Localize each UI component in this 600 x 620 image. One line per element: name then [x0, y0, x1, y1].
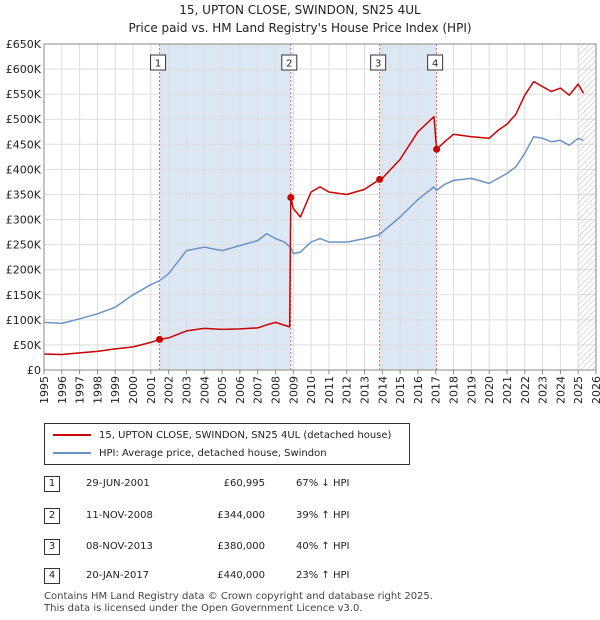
- x-tick-label: 2010: [305, 376, 318, 404]
- x-tick-label: 2023: [537, 376, 550, 404]
- x-tick-label: 1998: [91, 376, 104, 404]
- sale-badge-label: 3: [375, 59, 381, 70]
- legend: 15, UPTON CLOSE, SWINDON, SN25 4UL (deta…: [44, 423, 410, 465]
- y-tick-label: £600K: [6, 63, 42, 76]
- y-tick-label: £300K: [6, 214, 42, 227]
- x-tick-label: 2009: [287, 376, 300, 404]
- x-tick-label: 2005: [216, 376, 229, 404]
- x-tick-label: 2025: [572, 376, 585, 404]
- y-tick-label: £450K: [6, 138, 42, 151]
- transaction-date: 29-JUN-2001: [86, 478, 150, 489]
- sale-point: [376, 175, 384, 183]
- transaction-date: 11-NOV-2008: [86, 510, 153, 521]
- x-tick-label: 2016: [412, 376, 425, 404]
- legend-item-hpi: HPI: Average price, detached house, Swin…: [53, 445, 327, 461]
- legend-swatch-hpi: [53, 452, 91, 454]
- x-tick-label: 1999: [109, 376, 122, 404]
- transaction-number-badge: 4: [44, 568, 60, 584]
- legend-label-property: 15, UPTON CLOSE, SWINDON, SN25 4UL (deta…: [99, 429, 392, 441]
- x-tick-label: 2012: [341, 376, 354, 404]
- chart-subtitle: Price paid vs. HM Land Registry's House …: [128, 21, 472, 35]
- y-tick-label: £650K: [6, 38, 42, 51]
- y-tick-label: £100K: [6, 314, 42, 327]
- transaction-price: £440,000: [217, 570, 265, 581]
- sale-point: [156, 335, 164, 343]
- x-tick-label: 2020: [483, 376, 496, 404]
- transaction-hpi-diff: 39% ↑ HPI: [296, 510, 350, 521]
- footer-license: This data is licensed under the Open Gov…: [44, 603, 363, 614]
- y-tick-label: £0: [27, 364, 41, 377]
- x-tick-label: 2021: [501, 376, 514, 404]
- x-tick-label: 2024: [554, 376, 567, 404]
- y-tick-label: £200K: [6, 264, 42, 277]
- x-tick-label: 2017: [430, 376, 443, 404]
- y-tick-label: £350K: [6, 188, 42, 201]
- transaction-price: £380,000: [217, 541, 265, 552]
- footer-copyright: Contains HM Land Registry data © Crown c…: [44, 591, 433, 602]
- x-tick-label: 2007: [252, 376, 265, 404]
- series-line: [44, 136, 584, 325]
- sale-badge-label: 1: [155, 59, 161, 70]
- x-tick-label: 2026: [590, 376, 600, 404]
- y-tick-label: £500K: [6, 113, 42, 126]
- x-tick-label: 2008: [269, 376, 282, 404]
- transaction-date: 20-JAN-2017: [86, 570, 150, 581]
- sale-badge-label: 2: [286, 59, 292, 70]
- x-tick-label: 2001: [145, 376, 158, 404]
- y-tick-label: £550K: [6, 88, 42, 101]
- x-tick-label: 2002: [163, 376, 176, 404]
- sale-badge: [150, 54, 167, 71]
- sale-badge-label: 4: [432, 59, 438, 70]
- transaction-number-badge: 3: [44, 539, 60, 555]
- shaded-period: [159, 44, 291, 370]
- transaction-hpi-diff: 40% ↑ HPI: [296, 541, 350, 552]
- transaction-number-badge: 1: [44, 476, 60, 492]
- transaction-date: 08-NOV-2013: [86, 541, 153, 552]
- sale-badge: [370, 54, 387, 71]
- chart-title: 15, UPTON CLOSE, SWINDON, SN25 4UL: [179, 3, 421, 17]
- forecast-hatch: [578, 44, 596, 370]
- x-tick-label: 2004: [198, 376, 211, 404]
- x-tick-label: 2013: [359, 376, 372, 404]
- x-tick-label: 1997: [74, 376, 87, 404]
- legend-item-property: 15, UPTON CLOSE, SWINDON, SN25 4UL (deta…: [53, 427, 391, 443]
- x-tick-label: 2003: [180, 376, 193, 404]
- x-tick-label: 1995: [38, 376, 51, 404]
- sale-point: [287, 193, 295, 201]
- transaction-price: £60,995: [223, 478, 265, 489]
- price-chart: 1 2 3 4 £0 £50K £100K £150K £200K £250K £300K £350…: [6, 38, 600, 404]
- transaction-number-badge: 2: [44, 508, 60, 524]
- x-tick-label: 2018: [448, 376, 461, 404]
- transaction-hpi-diff: 67% ↓ HPI: [296, 478, 350, 489]
- legend-label-hpi: HPI: Average price, detached house, Swin…: [99, 447, 327, 459]
- x-tick-label: 2000: [127, 376, 140, 404]
- y-tick-label: £400K: [6, 163, 42, 176]
- y-tick-label: £50K: [13, 339, 42, 352]
- x-tick-label: 2019: [465, 376, 478, 404]
- x-tick-label: 2011: [323, 376, 336, 404]
- x-tick-label: 2015: [394, 376, 407, 404]
- y-tick-label: £250K: [6, 239, 42, 252]
- x-tick-label: 1996: [56, 376, 69, 404]
- sale-badge: [281, 54, 298, 71]
- plot-frame: [43, 43, 597, 371]
- y-tick-label: £150K: [6, 289, 42, 302]
- series-line: [44, 80, 585, 356]
- legend-swatch-property: [53, 434, 91, 436]
- transaction-price: £344,000: [217, 510, 265, 521]
- sale-badge: [427, 54, 444, 71]
- shaded-period: [379, 44, 437, 370]
- x-tick-label: 2006: [234, 376, 247, 404]
- transaction-hpi-diff: 23% ↑ HPI: [296, 570, 350, 581]
- x-tick-label: 2014: [376, 376, 389, 404]
- sale-point: [433, 145, 441, 153]
- x-tick-label: 2022: [519, 376, 532, 404]
